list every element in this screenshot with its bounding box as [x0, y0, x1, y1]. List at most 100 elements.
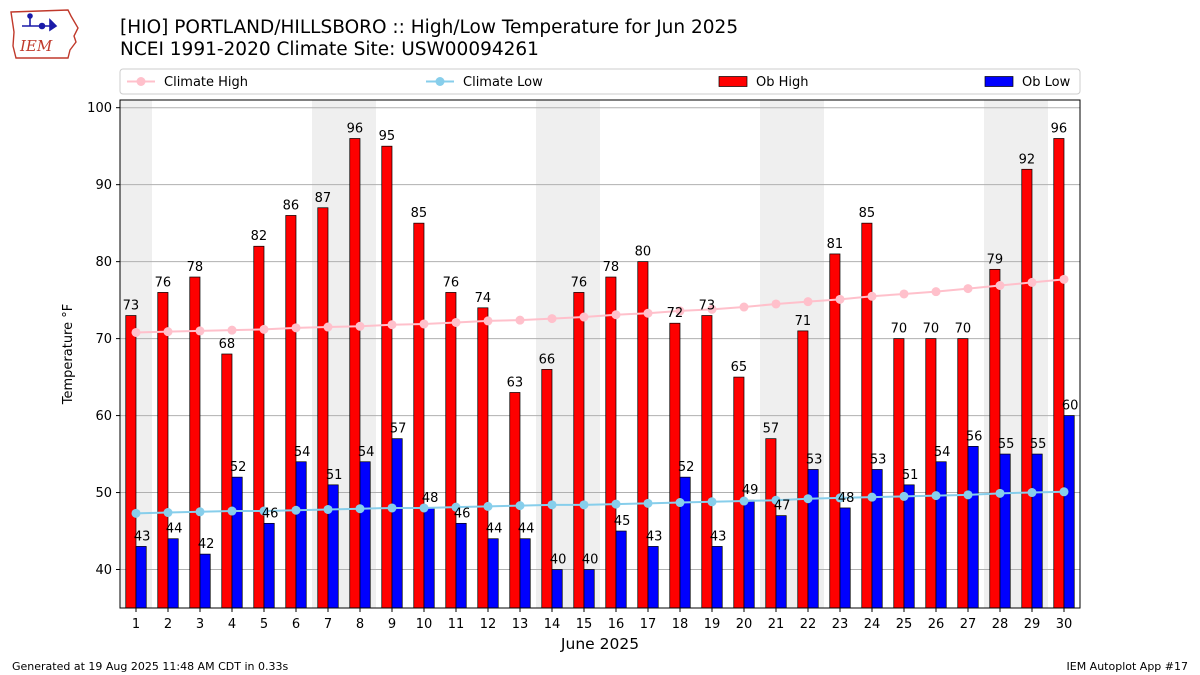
ob-low-bar-18 — [679, 476, 691, 609]
climate-low-point-10 — [419, 503, 429, 513]
climate-high-point-20 — [739, 302, 749, 312]
y-tick-label-40: 40 — [95, 563, 112, 578]
x-tick-label-11: 11 — [448, 617, 465, 632]
ob-high-bar-14 — [541, 369, 553, 609]
legend-ob-low-swatch — [984, 76, 1014, 87]
ob-low-bar-27 — [967, 446, 979, 609]
climate-low-point-4 — [227, 506, 237, 516]
ob-high-bar-21 — [765, 438, 777, 609]
weather-station-icon — [22, 13, 58, 32]
ob-high-bar-23 — [829, 253, 841, 609]
ob-high-bar-10 — [413, 222, 425, 609]
x-tick-label-3: 3 — [196, 617, 204, 632]
ob-low-bar-15 — [583, 569, 595, 609]
y-tick-label-50: 50 — [95, 486, 112, 501]
climate-high-point-24 — [867, 291, 877, 301]
climate-low-point-9 — [387, 503, 397, 513]
y-axis-label: Temperature °F — [61, 304, 76, 405]
ob-high-label-2: 76 — [155, 275, 172, 290]
climate-low-point-7 — [323, 504, 333, 514]
x-tick-label-15: 15 — [576, 617, 593, 632]
legend-ob-high-label: Ob High — [756, 75, 809, 90]
ob-low-label-18: 52 — [678, 460, 695, 475]
ob-high-label-9: 95 — [379, 129, 396, 144]
ob-high-label-4: 68 — [219, 337, 236, 352]
plot-frame — [119, 99, 1081, 609]
climate-low-point-28 — [995, 488, 1005, 498]
climate-high-point-16 — [611, 310, 621, 320]
climate-low-point-1 — [131, 508, 141, 518]
footer-app: IEM Autoplot App #17 — [1066, 660, 1189, 673]
x-tick-label-12: 12 — [480, 617, 497, 632]
ob-low-label-1: 43 — [134, 529, 151, 544]
x-tick-label-19: 19 — [704, 617, 721, 632]
x-tick-label-2: 2 — [164, 617, 172, 632]
climate-low-point-27 — [963, 490, 973, 500]
ob-low-label-9: 57 — [390, 422, 407, 437]
ob-low-bar-24 — [871, 469, 883, 609]
ob-low-bar-8 — [359, 461, 371, 609]
ob-low-label-7: 51 — [326, 468, 343, 483]
ob-high-bar-13 — [509, 392, 521, 609]
y-tick-label-80: 80 — [95, 255, 112, 270]
x-tick-label-8: 8 — [356, 617, 364, 632]
ob-low-label-27: 56 — [966, 429, 983, 444]
climate-high-point-7 — [323, 322, 333, 332]
ob-high-label-18: 72 — [667, 306, 684, 321]
ob-high-label-12: 74 — [475, 291, 492, 306]
x-tick-label-23: 23 — [832, 617, 849, 632]
climate-low-point-13 — [515, 501, 525, 511]
x-tick-label-30: 30 — [1056, 617, 1073, 632]
ob-high-label-16: 78 — [603, 260, 620, 275]
ob-high-label-23: 81 — [827, 237, 844, 252]
iem-logo-text: IEM — [19, 37, 53, 55]
x-tick-label-22: 22 — [800, 617, 817, 632]
ob-low-bar-22 — [807, 469, 819, 609]
ob-low-label-11: 46 — [454, 506, 471, 521]
x-tick-label-14: 14 — [544, 617, 561, 632]
x-tick-label-17: 17 — [640, 617, 657, 632]
ob-low-label-15: 40 — [582, 553, 599, 568]
ob-high-label-14: 66 — [539, 352, 556, 367]
ob-high-label-17: 80 — [635, 245, 652, 260]
legend-ob-low-label: Ob Low — [1022, 75, 1071, 90]
climate-low-point-24 — [867, 492, 877, 502]
ob-low-bar-29 — [1031, 453, 1043, 609]
ob-high-bar-8 — [349, 138, 361, 609]
ob-low-bar-9 — [391, 438, 403, 609]
climate-high-point-30 — [1059, 274, 1069, 284]
climate-high-point-18 — [675, 306, 685, 316]
climate-low-point-22 — [803, 494, 813, 504]
ob-high-bar-7 — [317, 207, 329, 609]
climate-low-point-26 — [931, 491, 941, 501]
ob-low-bar-28 — [999, 453, 1011, 609]
ob-low-bar-11 — [455, 522, 467, 609]
ob-low-label-30: 60 — [1062, 399, 1079, 414]
ob-low-label-6: 54 — [294, 445, 311, 460]
x-tick-label-13: 13 — [512, 617, 529, 632]
ob-low-bar-13 — [519, 538, 531, 609]
ob-high-label-22: 71 — [795, 314, 812, 329]
ob-high-bar-12 — [477, 307, 489, 609]
x-tick-label-6: 6 — [292, 617, 300, 632]
climate-high-point-23 — [835, 294, 845, 304]
legend-climate-high-swatch-marker — [136, 77, 146, 86]
legend-climate-low-swatch-marker — [435, 77, 445, 86]
climate-high-point-15 — [579, 312, 589, 322]
ob-high-label-21: 57 — [763, 422, 780, 437]
climate-high-point-13 — [515, 315, 525, 325]
ob-low-label-4: 52 — [230, 460, 247, 475]
ob-high-bar-1 — [125, 315, 137, 609]
ob-high-label-20: 65 — [731, 360, 748, 375]
ob-high-label-3: 78 — [187, 260, 204, 275]
ob-high-label-10: 85 — [411, 206, 428, 221]
ob-high-bar-11 — [445, 292, 457, 609]
ob-low-label-13: 44 — [518, 522, 535, 537]
chart-title-line2: NCEI 1991-2020 Climate Site: USW00094261 — [120, 39, 539, 60]
ob-high-bar-29 — [1021, 168, 1033, 609]
x-tick-label-21: 21 — [768, 617, 785, 632]
climate-high-point-26 — [931, 287, 941, 297]
climate-low-point-2 — [163, 508, 173, 518]
ob-low-label-20: 49 — [742, 483, 759, 498]
climate-low-point-17 — [643, 498, 653, 508]
